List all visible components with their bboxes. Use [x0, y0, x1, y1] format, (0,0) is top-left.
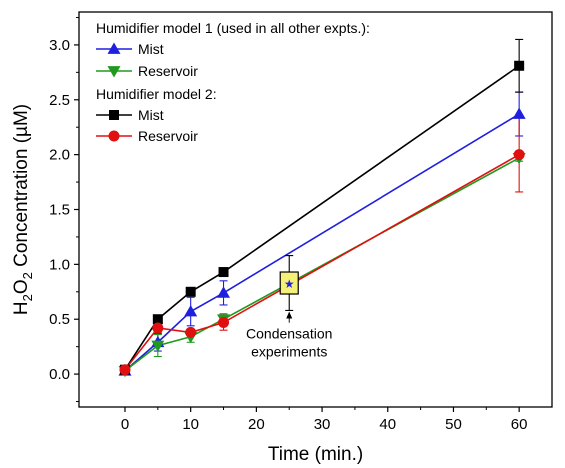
marker-square	[218, 267, 229, 278]
annotation: Condensation experiments	[246, 311, 332, 360]
marker-triangle-down	[107, 66, 121, 78]
marker-square	[152, 314, 163, 325]
x-axis-title: Time (min.)	[268, 444, 363, 465]
marker-triangle-up	[217, 286, 231, 298]
marker-square	[514, 60, 525, 71]
x-tick-label: 30	[314, 416, 331, 433]
annotation-text-line-2: experiments	[251, 344, 327, 360]
highlight-star-icon: ★	[284, 277, 295, 291]
marker-circle	[513, 149, 525, 161]
condensation-highlight: ★	[279, 255, 299, 311]
marker-circle	[218, 317, 230, 329]
y-tick-label: 2.0	[49, 147, 70, 164]
y-tick-label: 1.0	[49, 256, 70, 273]
y-axis-title-sub-2: 2	[20, 272, 35, 279]
x-tick-label: 40	[379, 416, 396, 433]
legend-heading-model-2: Humidifier model 2:	[96, 86, 217, 102]
x-tick-label: 50	[445, 416, 462, 433]
x-tick-label: 20	[248, 416, 265, 433]
marker-square	[109, 110, 119, 120]
legend-label-reservoir-model-2: Reservoir	[138, 128, 198, 144]
y-tick-label: 2.5	[49, 92, 70, 109]
y-axis-title: H2O2 Concentration (µM)	[11, 104, 35, 315]
legend-label-mist-model-2: Mist	[138, 107, 164, 123]
marker-circle	[152, 322, 164, 334]
axes: 0 10 20 30 40 50 60 0.0 0.5 1.0 1.5 2.0 2.5 3.0	[49, 11, 553, 433]
x-tick-label: 0	[121, 416, 129, 433]
y-axis-title-rest: Concentration (µM)	[11, 104, 32, 272]
x-tick-label: 10	[182, 416, 199, 433]
x-tick-label: 60	[511, 416, 528, 433]
highlight-box	[279, 271, 299, 295]
marker-square	[185, 286, 196, 297]
legend-heading-model-1: Humidifier model 1 (used in all other ex…	[96, 20, 370, 36]
marker-circle	[108, 130, 120, 142]
annotation-text-line-1: Condensation	[246, 326, 332, 342]
y-tick-label: 3.0	[49, 37, 70, 54]
legend: Humidifier model 1 (used in all other ex…	[96, 20, 370, 144]
annotation-arrow-head	[286, 311, 293, 319]
markers	[118, 60, 526, 378]
marker-triangle-down	[151, 340, 165, 353]
marker-triangle-up	[184, 305, 198, 317]
y-tick-label: 0.0	[49, 366, 70, 383]
y-tick-label: 1.5	[49, 202, 70, 219]
y-axis-title-o: O	[11, 279, 32, 294]
legend-label-mist-model-1: Mist	[138, 41, 164, 57]
legend-label-reservoir-model-1: Reservoir	[138, 63, 198, 79]
marker-triangle-up	[512, 107, 526, 119]
y-axis-title-sub-1: 2	[20, 294, 35, 301]
marker-circle	[185, 326, 197, 338]
marker-triangle-up	[107, 42, 121, 54]
marker-circle	[119, 364, 131, 376]
y-axis-title-h: H	[11, 301, 32, 315]
y-tick-label: 0.5	[49, 311, 70, 328]
